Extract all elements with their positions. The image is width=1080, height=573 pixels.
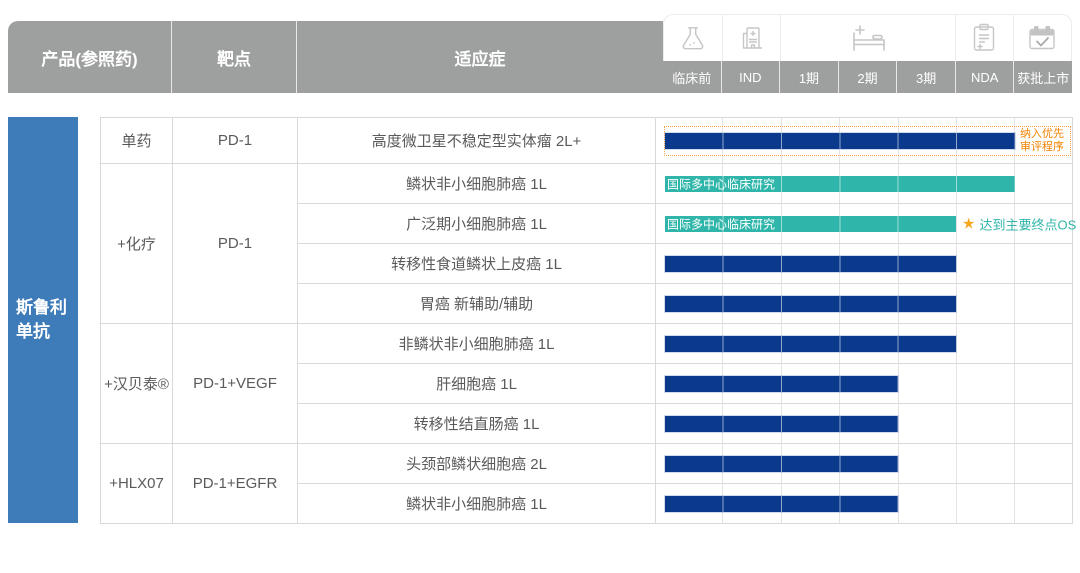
gantt-bar: 国际多中心临床研究 (665, 215, 956, 232)
timeline-cell (655, 483, 1073, 524)
indication-cell: 转移性食道鳞状上皮癌 1L (297, 243, 656, 284)
pipeline-table: 单药 PD-1 高度微卫星不稳定型实体瘤 2L+ 纳入优先审评程序 +化疗 PD… (100, 117, 1076, 524)
product-sidebar: 斯鲁利单抗 (8, 117, 78, 523)
timeline-cell: 国际多中心临床研究 ★ 达到主要终点OS (655, 203, 1076, 244)
product-name: 斯鲁利单抗 (16, 298, 67, 341)
gantt-bar (665, 455, 898, 472)
timeline-cell (655, 283, 1073, 324)
timeline-cell (655, 243, 1073, 284)
header-product-column: 产品(参照药) (8, 21, 172, 93)
table-row: 肝细胞癌 1L (101, 363, 1073, 404)
timeline-cell: 纳入优先审评程序 (655, 117, 1073, 164)
timeline-cell (655, 323, 1073, 364)
target-cell: PD-1+EGFR (172, 443, 298, 524)
indication-cell: 广泛期小细胞肺癌 1L (297, 203, 656, 244)
gantt-bar (665, 335, 956, 352)
phase-header-row: 临床前 IND 1期 2期 3期 NDA 获批上市 (663, 61, 1072, 93)
gantt-bar (665, 415, 898, 432)
timeline-cell (655, 403, 1073, 444)
indication-cell: 鳞状非小细胞肺癌 1L (297, 163, 656, 204)
timeline-cell (655, 363, 1073, 404)
calendar-check-icon (1012, 15, 1071, 61)
group-cell: 单药 (100, 117, 173, 164)
bar-label: 国际多中心临床研究 (667, 177, 776, 191)
star-icon: ★ (962, 215, 976, 232)
phase-1: 1期 (779, 61, 838, 93)
table-row: +HLX07 PD-1+EGFR 头颈部鳞状细胞癌 2L (100, 443, 1073, 524)
table-row: +化疗 PD-1 鳞状非小细胞肺癌 1L 国际多中心临床研究 (100, 163, 1073, 324)
indication-cell: 头颈部鳞状细胞癌 2L (297, 443, 656, 484)
table-row: 胃癌 新辅助/辅助 (101, 283, 1073, 324)
table-row: +汉贝泰® PD-1+VEGF 非鳞状非小细胞肺癌 1L (100, 323, 1073, 444)
table-row: 转移性食道鳞状上皮癌 1L (101, 243, 1073, 284)
table-row: 单药 PD-1 高度微卫星不稳定型实体瘤 2L+ 纳入优先审评程序 (100, 117, 1073, 164)
timeline-cell (655, 443, 1073, 484)
group-cell: +化疗 (100, 163, 173, 324)
bed-icon (780, 15, 955, 61)
header-indication-column: 适应症 (454, 49, 506, 69)
milestone-note: ★ 达到主要终点OS (962, 214, 1076, 233)
group-cell: +HLX07 (100, 443, 173, 524)
timeline-cell: 国际多中心临床研究 (655, 163, 1073, 204)
header-target-column: 靶点 (172, 21, 297, 93)
gantt-bar (665, 255, 956, 272)
clipboard-icon (954, 15, 1013, 61)
table-row: 鳞状非小细胞肺癌 1L (101, 483, 1073, 524)
indication-cell: 肝细胞癌 1L (297, 363, 656, 404)
phase-icons-panel (663, 14, 1072, 61)
indication-cell: 非鳞状非小细胞肺癌 1L (297, 323, 656, 364)
gantt-bar: 国际多中心临床研究 (665, 175, 1015, 192)
gantt-bar (665, 132, 1015, 149)
target-cell: PD-1 (172, 163, 298, 324)
indication-cell: 高度微卫星不稳定型实体瘤 2L+ (297, 117, 656, 164)
phase-ind: IND (720, 61, 780, 93)
target-cell: PD-1 (172, 117, 298, 164)
indication-cell: 鳞状非小细胞肺癌 1L (297, 483, 656, 524)
phase-preclinical: 临床前 (672, 70, 712, 86)
phase-nda: NDA (954, 61, 1014, 93)
gantt-bar (665, 495, 898, 512)
target-cell: PD-1+VEGF (172, 323, 298, 444)
priority-review-text: 纳入优先审评程序 (1020, 127, 1064, 153)
phase-approved: 获批上市 (1013, 61, 1072, 93)
group-cell: +汉贝泰® (100, 323, 173, 444)
phase-3: 3期 (896, 61, 955, 93)
flask-icon (664, 15, 722, 61)
table-header: 产品(参照药) 靶点 适应症 (8, 21, 663, 93)
indication-cell: 转移性结直肠癌 1L (297, 403, 656, 444)
phase-2: 2期 (837, 61, 897, 93)
gantt-bar (665, 375, 898, 392)
indication-cell: 胃癌 新辅助/辅助 (297, 283, 656, 324)
gantt-bar (665, 295, 956, 312)
hospital-icon (722, 15, 780, 61)
milestone-text: 达到主要终点OS (979, 217, 1077, 232)
bar-label: 国际多中心临床研究 (667, 217, 776, 231)
